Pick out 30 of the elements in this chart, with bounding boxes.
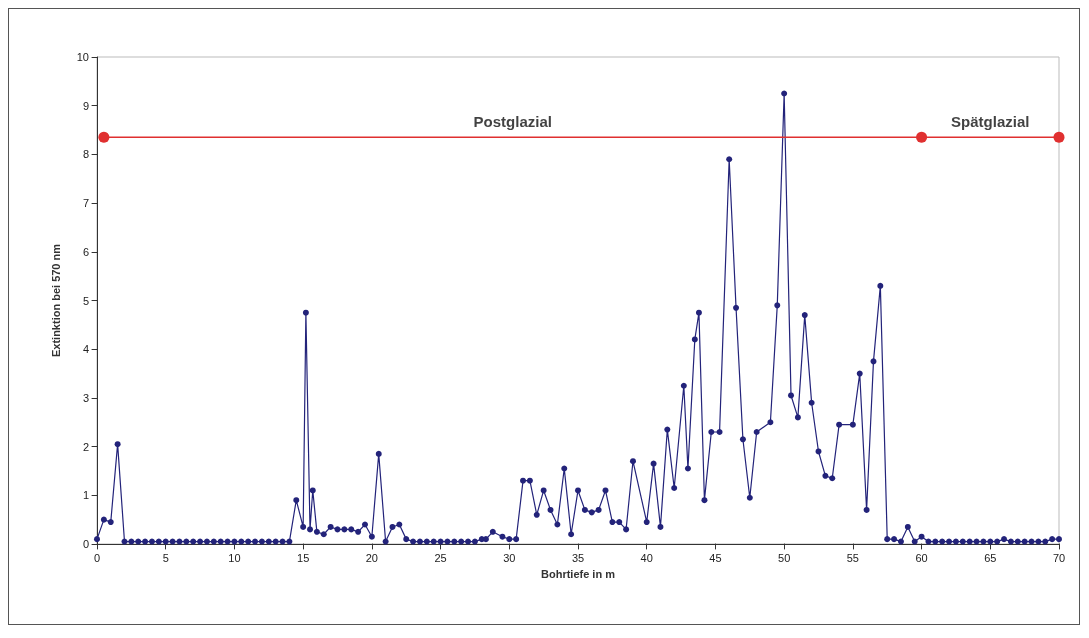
x-tick-label: 70	[1052, 551, 1066, 564]
x-axis-title: Bohrtiefe in m	[541, 567, 616, 580]
x-tick-label: 40	[640, 551, 653, 564]
x-tick-label: 30	[503, 551, 516, 564]
y-tick-label: 4	[82, 343, 89, 356]
x-tick-label: 55	[846, 551, 859, 564]
x-tick-label: 65	[984, 551, 997, 564]
y-tick-label: 0	[82, 538, 89, 550]
x-tick-label: 35	[571, 551, 585, 564]
y-tick-label: 1	[82, 489, 89, 502]
x-tick-label: 60	[915, 551, 928, 564]
y-tick-label: 9	[82, 99, 89, 112]
y-tick-label: 7	[82, 197, 89, 210]
y-tick-label: 5	[82, 294, 89, 307]
x-tick-label: 5	[162, 551, 169, 564]
x-tick-label: 45	[709, 551, 722, 564]
x-tick-label: 15	[297, 551, 310, 564]
x-tick-label: 0	[93, 551, 101, 564]
x-tick-label: 50	[778, 551, 791, 564]
x-tick-label: 25	[434, 551, 447, 564]
y-axis-title: Extinktion bei 570 nm	[49, 243, 62, 358]
y-tick-label: 3	[82, 391, 89, 404]
annotation: Postglazial	[473, 113, 552, 131]
y-tick-label: 2	[82, 440, 89, 453]
annotation: Spätglazial	[951, 113, 1030, 131]
y-tick-label: 6	[82, 245, 89, 258]
y-tick-label: 8	[82, 148, 89, 161]
x-tick-label: 20	[365, 551, 378, 564]
y-tick-label: 10	[76, 51, 89, 63]
x-tick-label: 10	[228, 551, 241, 564]
